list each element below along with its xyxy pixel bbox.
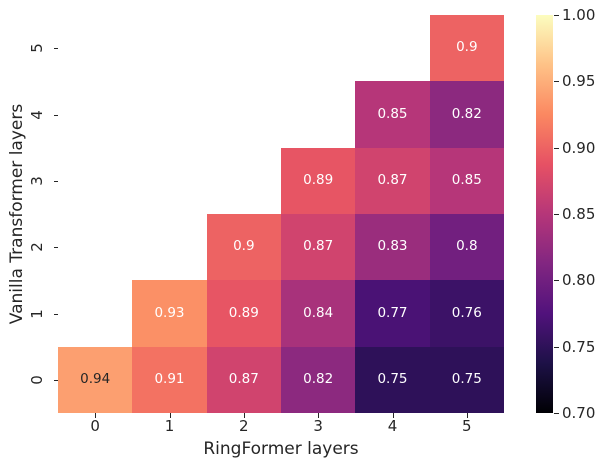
cell-value: 0.83 <box>377 238 408 255</box>
x-tick-label: 0 <box>90 417 100 435</box>
heatmap-cell: 0.9 <box>206 214 281 281</box>
y-tick-label: 2 <box>28 242 46 252</box>
heatmap-cell: 0.89 <box>206 280 281 347</box>
x-tick-label: 1 <box>164 417 175 435</box>
cell-value: 0.89 <box>303 172 334 189</box>
cell-value: 0.91 <box>154 371 185 388</box>
colorbar-tick-label: 0.70 <box>562 404 596 422</box>
cell-value: 0.93 <box>154 304 185 321</box>
cell-value: 0.85 <box>377 105 408 122</box>
colorbar-tick-mark <box>554 81 559 83</box>
heatmap-cell: 0.85 <box>355 81 430 148</box>
heatmap-cell: 0.87 <box>355 147 430 214</box>
colorbar-tick-label: 1.00 <box>562 6 596 24</box>
y-tick-label: 4 <box>28 109 46 120</box>
heatmap-cell: 0.77 <box>355 280 430 347</box>
colorbar-tick-label: 0.90 <box>562 138 596 157</box>
heatmap-cell: 0.83 <box>355 214 430 281</box>
heatmap-cell: 0.8 <box>429 214 504 281</box>
y-tick-mark <box>53 247 58 249</box>
heatmap-cell: 0.87 <box>206 346 281 413</box>
cell-value: 0.8 <box>456 238 478 255</box>
heatmap-cell: 0.87 <box>281 214 356 281</box>
colorbar-tick-label: 0.95 <box>562 72 596 91</box>
colorbar-tick-mark <box>554 15 559 16</box>
colorbar-tick-mark <box>554 280 559 282</box>
heatmap-cell: 0.89 <box>281 147 356 214</box>
heatmap-cell: 0.75 <box>355 346 430 413</box>
y-tick-label: 0 <box>28 375 46 385</box>
heatmap-cell: 0.93 <box>132 280 207 347</box>
cell-value: 0.9 <box>233 238 255 255</box>
cell-value: 0.84 <box>303 304 334 321</box>
colorbar-tick-mark <box>554 147 559 149</box>
cell-value: 0.75 <box>451 371 482 388</box>
y-axis-label: Vanilla Transformer layers <box>7 103 27 325</box>
y-tick-mark <box>53 114 58 116</box>
x-tick-label: 3 <box>313 417 323 435</box>
y-tick-mark <box>53 379 58 381</box>
heatmap-cell: 0.76 <box>429 280 504 347</box>
heatmap-cell: 0.82 <box>429 81 504 148</box>
x-tick-mark <box>392 413 394 418</box>
cell-value: 0.9 <box>456 39 478 56</box>
cell-value: 0.87 <box>228 371 259 388</box>
colorbar-tick-mark <box>554 413 559 414</box>
y-tick-label: 1 <box>28 308 46 319</box>
x-tick-mark <box>318 413 320 418</box>
heatmap-cell: 0.9 <box>429 15 504 82</box>
x-axis-label: RingFormer layers <box>203 439 359 459</box>
x-tick-mark <box>243 413 245 418</box>
x-tick-label: 2 <box>239 417 249 435</box>
cell-value: 0.76 <box>451 304 482 321</box>
x-tick-label: 5 <box>462 417 472 435</box>
heatmap-cell: 0.75 <box>429 346 504 413</box>
heatmap-plot: 0.9 0.85 0.82 0.89 0.87 0.85 0.9 0.87 0.83 0.8 0.9… <box>58 15 504 413</box>
x-tick-mark <box>466 413 468 418</box>
cell-value: 0.87 <box>303 238 334 255</box>
x-tick-label: 4 <box>387 417 398 435</box>
heatmap-cell: 0.82 <box>281 346 356 413</box>
y-tick-label: 5 <box>28 43 46 53</box>
cell-value: 0.82 <box>451 105 482 122</box>
colorbar-tick-label: 0.85 <box>562 205 596 223</box>
heatmap-cell: 0.91 <box>132 346 207 413</box>
heatmap-cell: 0.94 <box>58 346 133 413</box>
colorbar-tick-mark <box>554 214 559 215</box>
y-tick-mark <box>53 180 58 182</box>
cell-value: 0.82 <box>303 371 334 388</box>
colorbar-tick-label: 0.80 <box>562 271 596 290</box>
cell-value: 0.77 <box>377 304 408 321</box>
y-tick-mark <box>53 313 58 315</box>
heatmap-cell: 0.84 <box>281 280 356 347</box>
cell-value: 0.75 <box>377 371 408 388</box>
cell-value: 0.87 <box>377 172 408 189</box>
y-tick-label: 3 <box>28 176 46 186</box>
cell-value: 0.94 <box>80 371 111 388</box>
colorbar-tick-mark <box>554 346 559 348</box>
x-tick-mark <box>95 413 97 418</box>
y-tick-mark <box>53 48 58 50</box>
cell-value: 0.85 <box>451 172 482 189</box>
cell-value: 0.89 <box>228 304 259 321</box>
colorbar-gradient <box>536 15 553 413</box>
x-tick-mark <box>169 413 171 418</box>
colorbar-tick-label: 0.75 <box>562 337 596 356</box>
heatmap-cell: 0.85 <box>429 147 504 214</box>
